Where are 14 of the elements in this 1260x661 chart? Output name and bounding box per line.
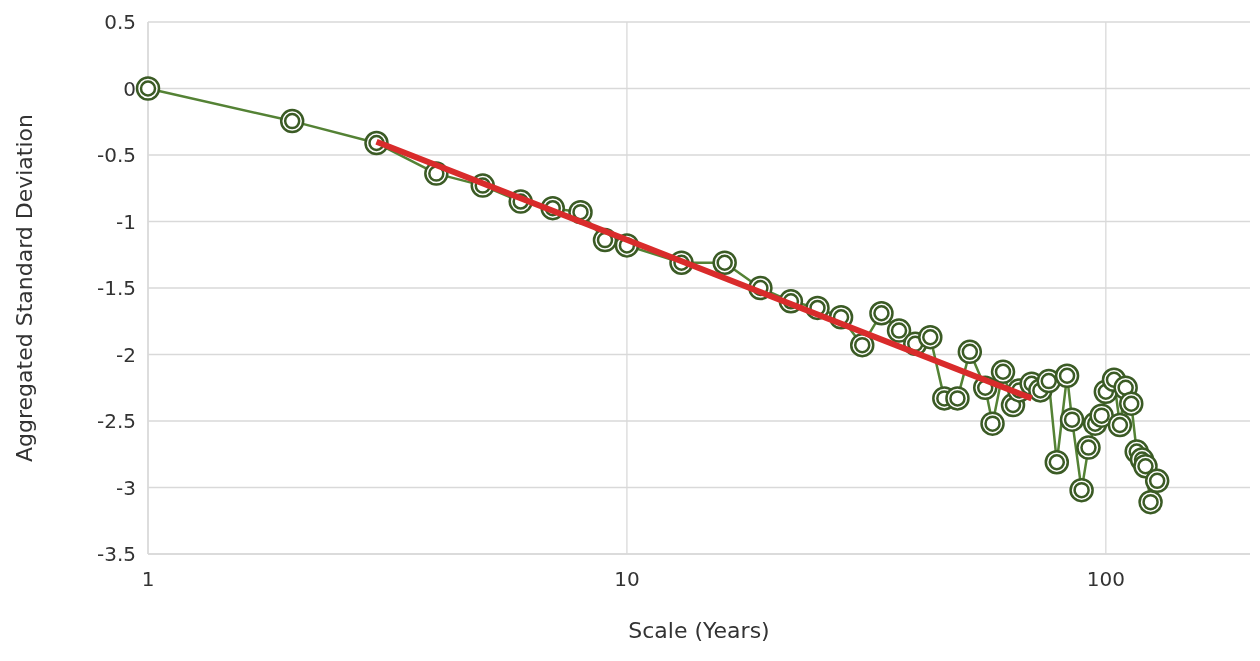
y-tick-label: -3.5 xyxy=(96,542,136,566)
y-axis-title: Aggregated Standard Deviation xyxy=(12,114,37,462)
x-axis-title: Scale (Years) xyxy=(628,618,770,643)
x-tick-label: 100 xyxy=(1086,567,1125,591)
y-tick-label: 0.5 xyxy=(104,10,136,34)
y-tick-label: -2 xyxy=(116,342,136,367)
x-tick-label: 1 xyxy=(141,567,155,591)
x-tick-label: 10 xyxy=(614,567,640,591)
y-tick-label: 0 xyxy=(123,76,136,101)
y-tick-label: -1.5 xyxy=(96,276,136,300)
y-tick-label: -2.5 xyxy=(96,409,136,433)
y-tick-label: -3 xyxy=(116,475,136,500)
y-tick-label: -0.5 xyxy=(96,143,136,167)
y-tick-label: -1 xyxy=(116,209,136,234)
